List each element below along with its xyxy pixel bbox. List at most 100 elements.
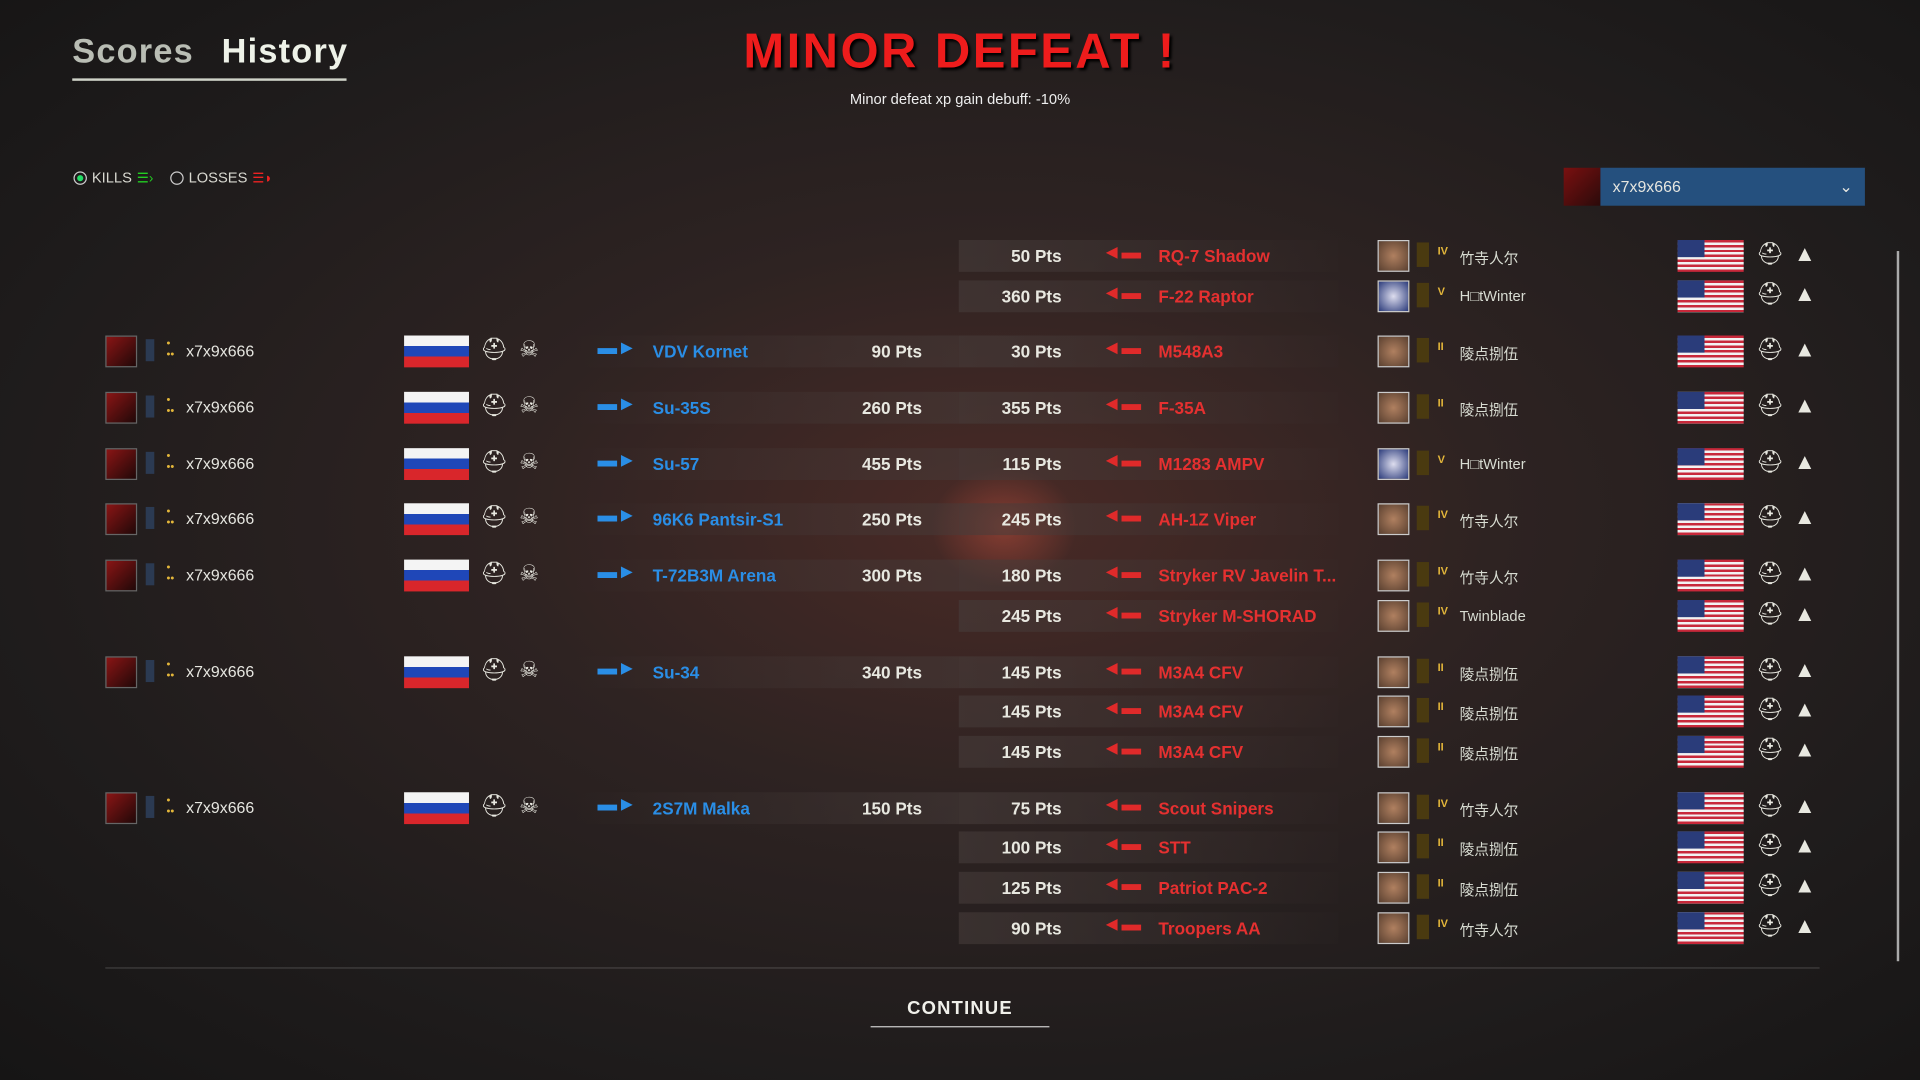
filter-kills[interactable]: KILLS ☰› (73, 169, 153, 186)
rank-insignia-icon (145, 795, 155, 818)
rank-insignia-icon (1416, 282, 1429, 308)
filter-losses[interactable]: LOSSES ☰◗ (170, 169, 273, 186)
enemy-player-name: 竹寺人尔 (1459, 249, 1519, 267)
own-vehicle-name: Su-35S (652, 397, 711, 418)
enemy-points: 145 Pts (1001, 701, 1062, 722)
skull-icon: ☠ (519, 449, 539, 474)
kills-list-icon: ☰› (136, 170, 154, 186)
squad-icon: ▲ (1793, 601, 1816, 626)
row-band-right (958, 871, 1339, 904)
rank-insignia-icon (145, 563, 155, 586)
row-band-left (575, 448, 959, 481)
history-row: 360 Pts ◄▬ F-22 Raptor V H□tWinter ⛑ ▲ (0, 280, 1920, 313)
enemy-vehicle-icon: ◄▬ (1102, 450, 1142, 472)
skull-icon: ☠ (519, 336, 539, 362)
enemy-vehicle-icon: ◄▬ (1102, 794, 1142, 816)
enemy-points: 245 Pts (1001, 606, 1062, 626)
enemy-vehicle-icon: ◄▬ (1102, 697, 1142, 719)
row-band-right (958, 600, 1339, 632)
enemy-points: 30 Pts (1011, 341, 1062, 362)
row-band-right (958, 792, 1339, 825)
prestige-level: II (1437, 661, 1444, 674)
usa-flag-icon (1677, 280, 1744, 313)
prestige-level: V (1437, 285, 1445, 298)
usa-flag-icon (1677, 656, 1744, 689)
player-name: x7x9x666 (186, 454, 255, 473)
russia-flag-icon (404, 335, 469, 368)
row-band-right (958, 912, 1339, 945)
russia-flag-icon (404, 391, 469, 424)
prestige-level: IV (1437, 797, 1448, 810)
class-icon: ⛑ (480, 449, 508, 474)
usa-flag-icon (1677, 335, 1744, 368)
squad-icon: ▲ (1793, 737, 1816, 762)
usa-flag-icon (1677, 871, 1744, 904)
player-select-dropdown[interactable]: x7x9x666 ⌄ (1563, 167, 1865, 206)
enemy-player-name: 陵点捌伍 (1459, 881, 1519, 899)
prestige-level: IV (1437, 564, 1448, 577)
history-row: 90 Pts ◄▬ Troopers AA IV 竹寺人尔 ⛑ ▲ (0, 912, 1920, 945)
squad-icon: ▲ (1793, 913, 1816, 938)
enemy-points: 125 Pts (1001, 877, 1062, 898)
prestige-icon: • •• (166, 449, 175, 473)
rank-insignia-icon (145, 451, 155, 474)
radio-selected-icon[interactable] (73, 170, 87, 185)
history-row: • •• x7x9x666 ⛑ ☠ ▬► T-72B3M Arena 300 Pt… (0, 559, 1920, 592)
enemy-vehicle-icon: ◄▬ (1102, 394, 1142, 416)
tab-history[interactable]: History (221, 31, 349, 70)
tab-scores[interactable]: Scores (72, 31, 194, 70)
avatar (1377, 280, 1410, 313)
avatar (1377, 831, 1410, 864)
scrollbar[interactable] (1896, 251, 1900, 962)
result-subtitle: Minor defeat xp gain debuff: -10% (849, 90, 1071, 108)
vehicle-icon: ▬► (597, 450, 637, 472)
losses-list-icon: ☰◗ (252, 170, 273, 186)
enemy-player-name: H□tWinter (1459, 287, 1526, 305)
enemy-vehicle-icon: ◄▬ (1102, 658, 1142, 680)
rank-insignia-icon (1416, 337, 1429, 363)
prestige-level: IV (1437, 604, 1448, 618)
prestige-icon: • •• (166, 657, 175, 681)
history-row: • •• x7x9x666 ⛑ ☠ ▬► Su-57 455 Pts 115 Pt… (0, 448, 1920, 481)
class-icon: ⛑ (1755, 504, 1784, 529)
continue-button[interactable]: CONTINUE (870, 998, 1050, 1028)
vehicle-icon: ▬► (597, 794, 637, 816)
history-row: 125 Pts ◄▬ Patriot PAC-2 II 陵点捌伍 ⛑ ▲ (0, 871, 1920, 904)
enemy-vehicle-name: AH-1Z Viper (1158, 509, 1257, 529)
vehicle-icon: ▬► (597, 562, 637, 583)
usa-flag-icon (1677, 600, 1744, 632)
row-band-right (958, 559, 1339, 592)
radio-unselected-icon[interactable] (170, 170, 184, 185)
row-band-right (958, 335, 1339, 368)
russia-flag-icon (404, 792, 469, 825)
skull-icon: ☠ (519, 393, 539, 418)
rank-insignia-icon (1416, 697, 1429, 723)
enemy-points: 355 Pts (1001, 397, 1062, 418)
usa-flag-icon (1677, 735, 1744, 768)
class-icon: ⛑ (480, 504, 508, 529)
row-band-left (575, 559, 959, 592)
skull-icon: ☠ (519, 657, 539, 683)
class-icon: ⛑ (1755, 696, 1784, 722)
rank-insignia-icon (1416, 738, 1429, 763)
enemy-vehicle-icon: ◄▬ (1102, 914, 1142, 936)
class-icon: ⛑ (1755, 657, 1784, 683)
enemy-player-name: H□tWinter (1459, 455, 1526, 473)
avatar (1377, 600, 1410, 632)
avatar (105, 559, 138, 592)
rank-insignia-icon (1416, 602, 1429, 627)
usa-flag-icon (1677, 559, 1744, 592)
rank-insignia-icon (1416, 394, 1429, 419)
rank-insignia-icon (1416, 505, 1429, 531)
enemy-vehicle-icon: ◄▬ (1102, 562, 1142, 583)
avatar (1377, 735, 1410, 768)
enemy-vehicle-name: M548A3 (1158, 341, 1224, 362)
own-vehicle-name: Su-57 (652, 454, 700, 474)
enemy-player-name: 竹寺人尔 (1459, 802, 1519, 820)
russia-flag-icon (404, 656, 469, 689)
avatar (105, 391, 138, 424)
vehicle-icon: ▬► (597, 394, 637, 416)
prestige-level: IV (1437, 508, 1448, 521)
enemy-vehicle-icon: ◄▬ (1102, 505, 1142, 527)
usa-flag-icon (1677, 448, 1744, 481)
